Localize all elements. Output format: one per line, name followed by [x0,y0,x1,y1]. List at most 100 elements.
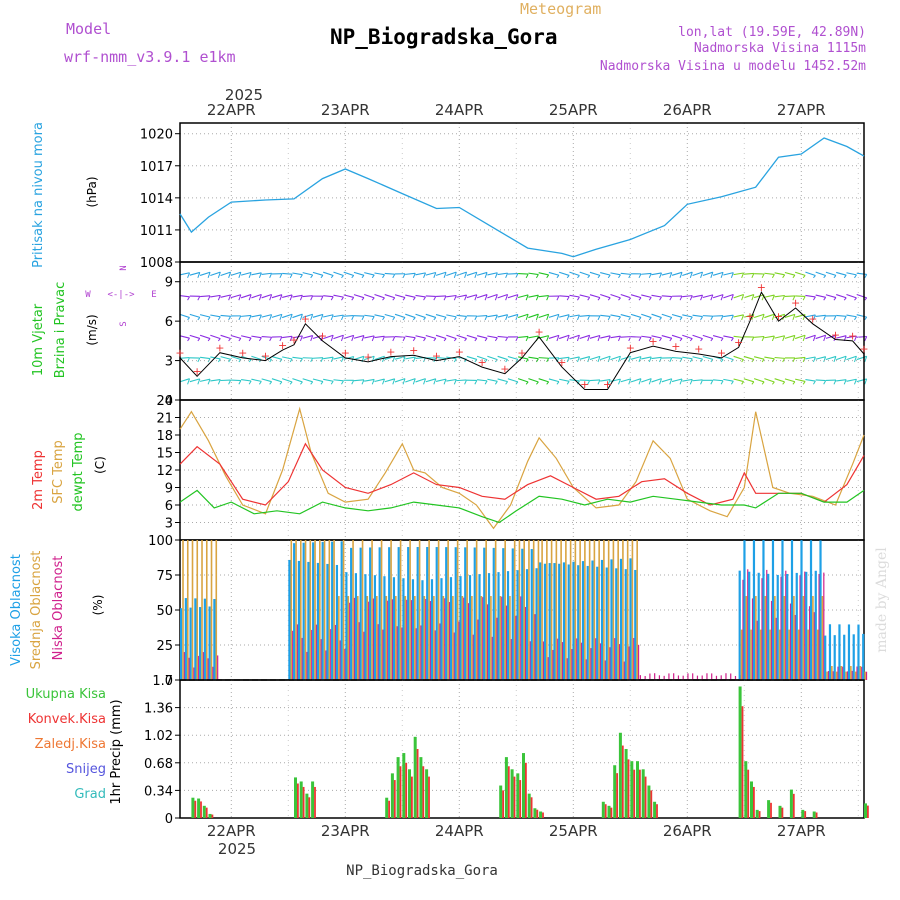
gust-marker: + [409,344,418,357]
precip-conv-bar [792,793,795,818]
gust-marker: + [534,326,543,339]
precip-total-bar [744,761,748,818]
wind-barb [364,314,375,318]
cloud-high-bar [464,547,467,680]
precip-conv-bar [502,790,504,818]
wind-barb [825,271,837,276]
cloud-mid-bar [593,540,596,680]
wind-barb [864,378,868,385]
gust-marker: + [301,313,310,326]
wind-barb [323,295,334,298]
wind-barb [856,293,867,299]
precip-total-bar [636,761,639,818]
wind-barb [753,313,765,319]
cloud-low-bar [654,673,656,680]
cloud-mid-bar [840,666,843,680]
wind-barb [477,314,488,317]
cloud-high-bar [553,563,556,680]
precip-total-bar [299,781,303,818]
wind-barb [446,378,457,382]
wind-barb [528,272,539,276]
pressure-ylabel: Pritisak na nivou mora [31,122,46,268]
meteogram-label: Meteogram [520,0,601,18]
cloud-mid-bar [607,540,610,680]
panel-frame [179,122,865,263]
wind-barb [323,314,334,318]
precip-total-bar [607,805,611,818]
wind-barb [228,316,232,321]
wind-barb [361,379,365,385]
cloud-high-bar [762,540,765,680]
legend-total: Ukupna Kisa [26,687,106,702]
cloud-mid-bar [797,629,800,680]
precip-total-bar [191,797,195,818]
wind-barb [669,357,673,363]
y-tick-label: 15 [156,447,173,462]
wind-barb [228,338,231,342]
wind-barb [279,336,283,342]
cloud-mid-bar [409,540,411,680]
wind-barb [659,296,662,301]
cloud-high-bar [421,580,424,680]
cloud-high-bar [392,577,396,680]
cloud-high-bar [459,576,462,680]
wind-barb [723,335,734,339]
wind-barb [577,380,580,385]
y-tick-label: 0 [165,674,173,689]
cloud-high-bar [473,547,476,680]
cloud-low-bar [794,614,796,680]
wind-barb [402,273,406,279]
gust-marker: + [517,347,526,360]
wind-barb [843,316,847,321]
wind-barb [423,317,426,321]
wind-barb [320,357,324,363]
wind-barb [248,359,252,363]
cloud-low-bar [761,578,763,680]
wind-barb [720,380,724,385]
wind-barb [792,314,796,321]
wind-barb [269,294,273,301]
wind-barb [197,378,201,385]
wind-barb [217,358,221,363]
wind-barb [281,378,293,383]
cloud-mid-bar [812,596,814,680]
wind-barb [559,271,570,276]
cloud-low-bar [637,644,640,680]
wind-barb [474,338,478,342]
cloud-high-bar [326,563,329,680]
cloud-high-bar [752,540,756,680]
wind-barb [238,315,242,321]
wind-barb [197,357,201,363]
wind-barb [443,272,447,278]
wind-barb [559,314,570,318]
gust-marker: + [745,310,754,323]
wind-barb [823,275,827,279]
gust-marker: + [215,341,224,354]
cloud-ylabel-1: Visoka Oblacnost [9,554,24,666]
cloud-mid-bar [783,596,786,680]
wind-barb [730,337,734,342]
y-tick-label: 3 [165,517,173,532]
gust-marker: + [734,336,743,349]
precip-conv-bar [633,769,636,818]
cloud-mid-bar [414,596,416,680]
wind-barb [620,378,631,383]
precip-conv-bar [741,706,744,818]
wind-barb [220,314,231,317]
wind-barb [741,294,745,301]
cloud-high-bar [354,573,358,680]
wind-barb [330,335,334,342]
cloud-high-bar [483,547,486,680]
wind-barb [823,380,827,385]
cloud-mid-bar [778,629,781,680]
wind-barb [641,335,652,339]
precip-total-bar [624,749,628,818]
wind-barb [323,356,334,360]
cloud-low-bar [837,666,839,680]
wind-barb [854,316,857,321]
wind-barb [405,272,416,275]
cloud-mid-bar [802,596,805,680]
gust-marker: + [289,334,298,347]
wind-barb [833,335,837,342]
wind-barb [340,356,344,363]
